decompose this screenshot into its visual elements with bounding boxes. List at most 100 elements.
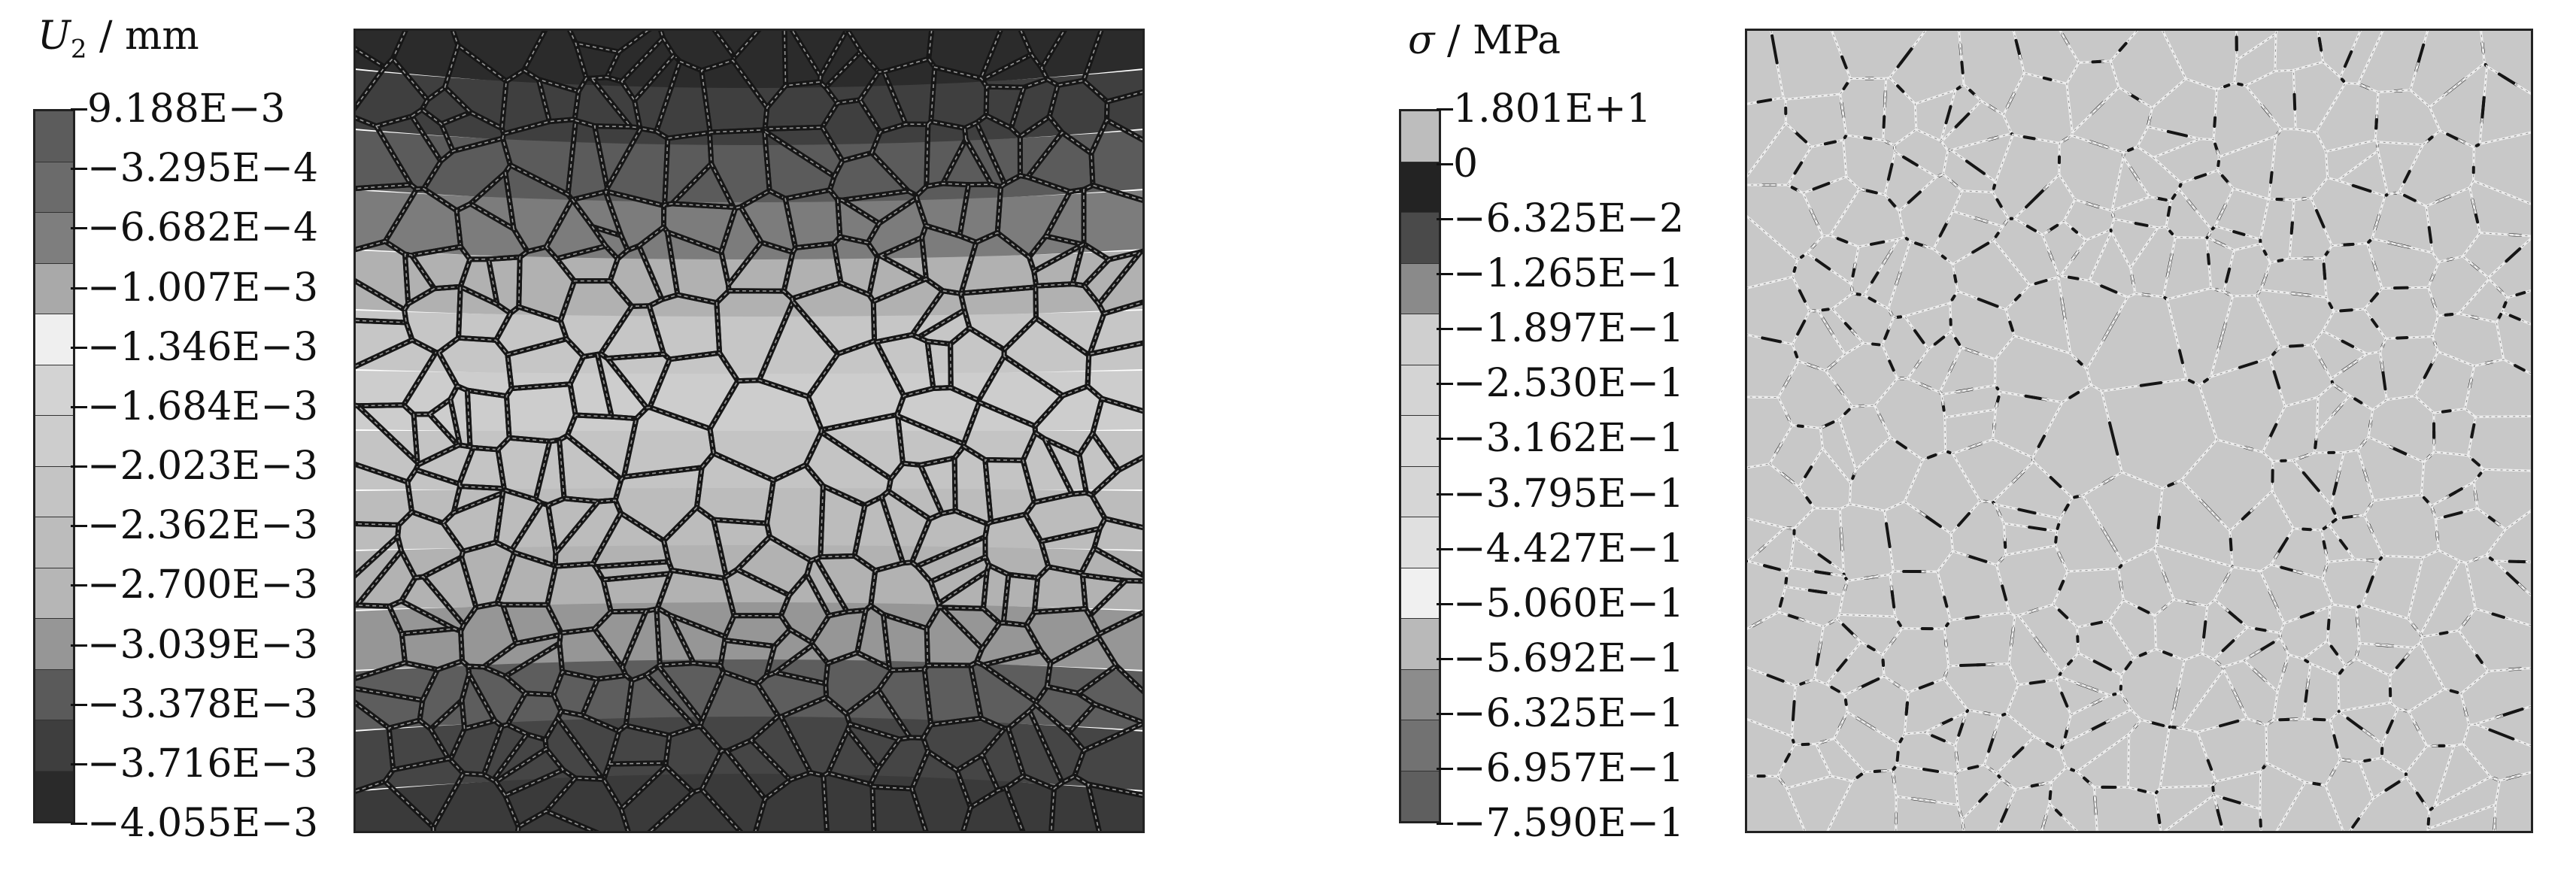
crack-mark (1812, 181, 1831, 191)
crack-mark (2166, 129, 2189, 138)
crack-mark (2341, 339, 2355, 348)
crack-mark (1836, 658, 1848, 672)
colorbar-swatch (35, 619, 73, 670)
crack-mark (2277, 258, 2284, 262)
crack-mark (2474, 143, 2480, 147)
crack-mark (2042, 76, 2053, 81)
crack-mark (2343, 50, 2353, 68)
crack-mark (2351, 817, 2361, 829)
grain-boundary-highlight (869, 561, 940, 629)
colorbar-tick (1437, 547, 1453, 550)
displacement-band (356, 659, 1142, 730)
colorbar-tick-label: −4.427E−1 (1453, 526, 1685, 571)
colorbar-tick-label: −3.295E−4 (87, 146, 319, 192)
crack-mark (2343, 242, 2355, 247)
colorbar-tick (1437, 602, 1453, 605)
crack-mark (2502, 708, 2524, 717)
crack-mark (2384, 193, 2389, 197)
crack-mark (1892, 765, 1897, 771)
grain-boundary-highlight (608, 725, 670, 765)
crack-mark (2206, 253, 2210, 265)
crack-mark (2339, 308, 2353, 313)
crack-mark (2178, 183, 2183, 188)
crack-mark (1926, 453, 1937, 459)
colorbar-tick-label: −2.362E−3 (87, 503, 319, 549)
crack-mark (2497, 72, 2516, 85)
crack-mark (2363, 758, 2371, 762)
grain-boundary (2493, 771, 2531, 831)
crack-mark (2060, 691, 2069, 708)
colorbar-tick (1437, 712, 1453, 715)
grain-boundary-highlight (605, 31, 664, 83)
crack-mark (2438, 631, 2449, 635)
crack-mark (1814, 570, 1831, 576)
crack-mark (2216, 808, 2223, 826)
grain-boundary-shade (2311, 330, 2368, 380)
grain-boundary-highlight (1046, 635, 1118, 694)
colorbar-tick-label: −5.692E−1 (1453, 635, 1685, 681)
crack-mark (1836, 237, 1849, 244)
grain-boundary-highlight (1087, 783, 1142, 831)
crack-mark (2218, 719, 2240, 728)
crack-mark (1971, 241, 1990, 254)
crack-mark (2488, 728, 2515, 741)
crack-mark (1851, 474, 1855, 480)
colorbar-swatch (1401, 416, 1439, 467)
crack-mark (1888, 359, 1895, 372)
grain-boundary-highlight (960, 286, 1037, 350)
colorbar-tick-label: −3.795E−1 (1453, 471, 1685, 517)
crack-mark (2024, 189, 2044, 209)
crack-mark (1762, 564, 1782, 571)
crack-mark (2194, 173, 2207, 180)
crack-mark (2415, 791, 2424, 803)
crack-mark (2213, 142, 2219, 150)
crack-mark (2429, 806, 2434, 811)
crack-mark (2028, 680, 2046, 685)
crack-mark (2223, 83, 2231, 89)
crack-mark (2232, 230, 2246, 236)
colorbar-tick-label: −1.265E−1 (1453, 251, 1685, 297)
grain-boundary-shade (2101, 378, 2218, 490)
crack-mark (1907, 190, 1922, 205)
colorbar-swatch (35, 771, 73, 821)
grain-boundary-highlight (411, 108, 454, 162)
crack-mark (2168, 229, 2174, 235)
crack-mark (1793, 161, 1804, 175)
grain-boundary-shade (2213, 794, 2262, 831)
grain-boundary-highlight (815, 555, 876, 613)
crack-mark (1799, 254, 1805, 259)
colorbar-tick-label: −2.530E−1 (1453, 361, 1685, 407)
crack-mark (1896, 47, 1913, 68)
crack-mark (2118, 564, 2123, 569)
stress-contour-plot (1745, 29, 2533, 833)
grain-boundary-shade (1839, 503, 1895, 581)
grain-boundary-highlight (709, 379, 823, 481)
crack-mark (1965, 615, 1980, 620)
crack-mark (2262, 249, 2268, 256)
colorbar-swatch (35, 365, 73, 416)
crack-mark (2162, 650, 2173, 657)
crack-mark (2001, 712, 2007, 717)
colorbar-tick (71, 286, 87, 289)
crack-mark (2037, 434, 2047, 448)
colorbar-tick (71, 703, 87, 706)
crack-mark (2077, 359, 2083, 366)
crack-mark (2488, 556, 2494, 562)
grain-boundary-shade (1840, 77, 1887, 141)
colorbar-swatch (1401, 365, 1439, 416)
grain-boundary-shade (2013, 31, 2080, 84)
colorbar-tick-label: −5.060E−1 (1453, 580, 1685, 626)
crack-mark (2417, 43, 2426, 63)
colorbar-tick (1437, 108, 1453, 111)
crack-mark (1954, 337, 1962, 347)
colorbar-tick (1437, 493, 1453, 496)
crack-mark (2470, 423, 2476, 439)
crack-mark (2356, 605, 2362, 609)
crack-mark (1851, 268, 1856, 278)
displacement-colorbar (33, 109, 75, 823)
crack-mark (1997, 774, 2001, 779)
crack-mark (2213, 116, 2217, 128)
grain-boundary-shade (1992, 218, 2060, 286)
crack-mark (2060, 743, 2065, 750)
colorbar-tick-label: −3.378E−3 (87, 681, 319, 727)
